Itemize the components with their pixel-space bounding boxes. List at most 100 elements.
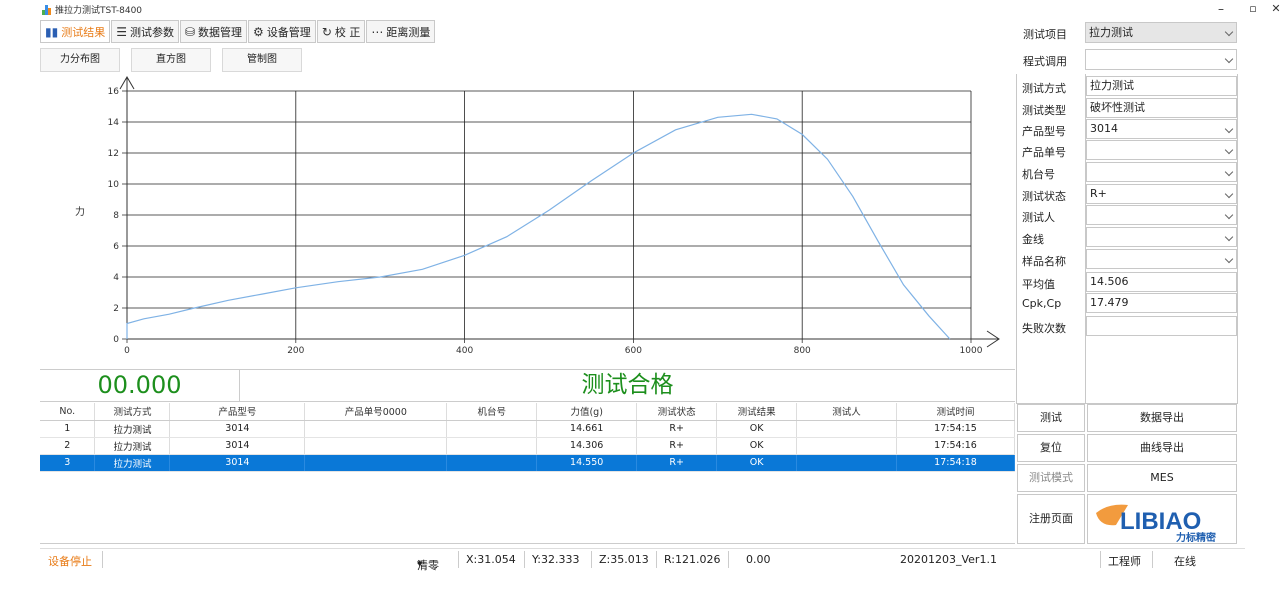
column-header[interactable]: 测试状态 — [636, 403, 718, 421]
chart-tabs: 力分布图 直方图 管制图 — [40, 48, 302, 72]
sliders-icon: ☰ — [116, 24, 127, 39]
field-failures: 失败次数 — [1017, 316, 1239, 337]
logo-subtext: 力标精密 — [1176, 531, 1216, 544]
cell-time: 17:54:18 — [896, 454, 1015, 472]
column-header[interactable]: 力值(g) — [536, 403, 638, 421]
column-header[interactable]: 机台号 — [446, 403, 538, 421]
gold-wire-select[interactable] — [1086, 227, 1237, 247]
libiao-logo: LIBIAO 力标精密 — [1087, 494, 1237, 544]
tab-control-chart[interactable]: 管制图 — [222, 48, 302, 72]
cell-result: OK — [716, 437, 798, 455]
field-tester: 测试人 — [1017, 205, 1239, 226]
program-label: 程式调用 — [1023, 55, 1067, 68]
table-row[interactable]: 1 拉力测试 3014 14.661 R+ OK 17:54:15 — [40, 420, 1015, 438]
r-readout: R:121.026 — [664, 553, 721, 566]
tab-distance-measure[interactable]: ⋯ 距离测量 — [366, 20, 436, 43]
y-tick-label: 6 — [113, 242, 119, 252]
register-page-button[interactable]: 注册页面 — [1017, 494, 1085, 544]
sample-name-select[interactable] — [1086, 249, 1237, 269]
cell-machine — [446, 420, 538, 438]
test-item-row: 测试项目 拉力测试 — [1017, 22, 1239, 44]
field-test-method: 测试方式 拉力测试 — [1017, 76, 1239, 97]
test-method-value[interactable]: 拉力测试 — [1086, 76, 1237, 96]
restore-button[interactable]: ▫ — [1249, 2, 1257, 15]
test-button[interactable]: 测试 — [1017, 404, 1085, 432]
reset-button[interactable]: 复位 — [1017, 434, 1085, 462]
column-header[interactable]: 测试结果 — [716, 403, 798, 421]
export-data-button[interactable]: 数据导出 — [1087, 404, 1237, 432]
z-readout: Z:35.013 — [599, 553, 649, 566]
chevron-down-icon — [1224, 124, 1234, 134]
cell-state: R+ — [636, 437, 718, 455]
tab-test-results[interactable]: ▮▮ 测试结果 — [40, 20, 111, 43]
chevron-down-icon — [1224, 210, 1234, 220]
logo-graphic: LIBIAO 力标精密 — [1096, 504, 1216, 544]
tester-select[interactable] — [1086, 205, 1237, 225]
gears-icon: ⚙ — [253, 24, 264, 39]
cell-no: 1 — [40, 420, 96, 438]
column-header[interactable]: 产品型号 — [169, 403, 306, 421]
refresh-icon: ↻ — [321, 24, 332, 39]
cell-method: 拉力测试 — [94, 437, 171, 455]
cell-model: 3014 — [169, 437, 306, 455]
cell-no: 2 — [40, 437, 96, 455]
column-header[interactable]: 测试人 — [796, 403, 897, 421]
cell-order — [304, 437, 448, 455]
field-sample-name: 样品名称 — [1017, 249, 1239, 270]
test-type-value[interactable]: 破坏性测试 — [1086, 98, 1237, 118]
y-readout: Y:32.333 — [532, 553, 580, 566]
cell-tester — [796, 420, 897, 438]
tab-device-management[interactable]: ⚙ 设备管理 — [248, 20, 316, 43]
table-row[interactable]: 2 拉力测试 3014 14.306 R+ OK 17:54:16 — [40, 437, 1015, 455]
product-model-select[interactable]: 3014 — [1086, 119, 1237, 139]
user-role: 工程师 — [1108, 555, 1141, 568]
x-readout: X:31.054 — [466, 553, 516, 566]
program-select[interactable] — [1085, 49, 1237, 70]
cell-force: 14.306 — [536, 437, 638, 455]
logo-swoosh — [1096, 504, 1128, 526]
cell-model: 3014 — [169, 454, 306, 472]
mes-button[interactable]: MES — [1087, 464, 1237, 492]
y-tick-label: 8 — [113, 211, 119, 221]
status-bar: 设备停止 清零 ▾ X:31.054 Y:32.333 Z:35.013 R:1… — [40, 548, 1245, 572]
y-tick-label: 2 — [113, 304, 119, 314]
y-tick-label: 14 — [108, 118, 120, 128]
tab-force-distribution[interactable]: 力分布图 — [40, 48, 120, 72]
cell-model: 3014 — [169, 420, 306, 438]
device-status: 设备停止 — [48, 555, 92, 568]
column-header[interactable]: 测试方式 — [94, 403, 171, 421]
x-tick-label: 0 — [124, 346, 130, 356]
online-status: 在线 — [1174, 555, 1196, 568]
column-header[interactable]: No. — [40, 403, 96, 421]
cell-state: R+ — [636, 420, 718, 438]
title-bar: 推拉力测试TST-8400 – ▫ ✕ — [0, 0, 1286, 18]
column-header[interactable]: 测试时间 — [896, 403, 1015, 421]
x-tick-label: 400 — [456, 346, 473, 356]
tab-data-management[interactable]: ⛁ 数据管理 — [179, 20, 248, 43]
result-band: 00.000 测试合格 — [40, 369, 1015, 402]
test-item-select[interactable]: 拉力测试 — [1085, 22, 1237, 43]
cell-force: 14.661 — [536, 420, 638, 438]
cell-result: OK — [716, 454, 798, 472]
cell-state: R+ — [636, 454, 718, 472]
y-tick-label: 4 — [113, 273, 119, 283]
field-product-order: 产品单号 — [1017, 140, 1239, 161]
product-order-select[interactable] — [1086, 140, 1237, 160]
test-mode-button[interactable]: 测试模式 — [1017, 464, 1085, 492]
field-test-type: 测试类型 破坏性测试 — [1017, 98, 1239, 119]
value-readout: 0.00 — [746, 553, 771, 566]
minimize-button[interactable]: – — [1218, 2, 1224, 16]
tab-calibration[interactable]: ↻ 校 正 — [316, 20, 366, 43]
close-button[interactable]: ✕ — [1271, 2, 1281, 15]
machine-no-select[interactable] — [1086, 162, 1237, 182]
x-tick-label: 200 — [287, 346, 304, 356]
cell-tester — [796, 454, 897, 472]
tab-histogram[interactable]: 直方图 — [131, 48, 211, 72]
test-state-select[interactable]: R+ — [1086, 184, 1237, 204]
cell-force: 14.550 — [536, 454, 638, 472]
column-header[interactable]: 产品单号0000 — [304, 403, 448, 421]
export-curve-button[interactable]: 曲线导出 — [1087, 434, 1237, 462]
tab-test-params[interactable]: ☰ 测试参数 — [111, 20, 179, 43]
version-label: 20201203_Ver1.1 — [900, 553, 997, 566]
table-row-selected[interactable]: 3 拉力测试 3014 14.550 R+ OK 17:54:18 — [40, 454, 1015, 472]
